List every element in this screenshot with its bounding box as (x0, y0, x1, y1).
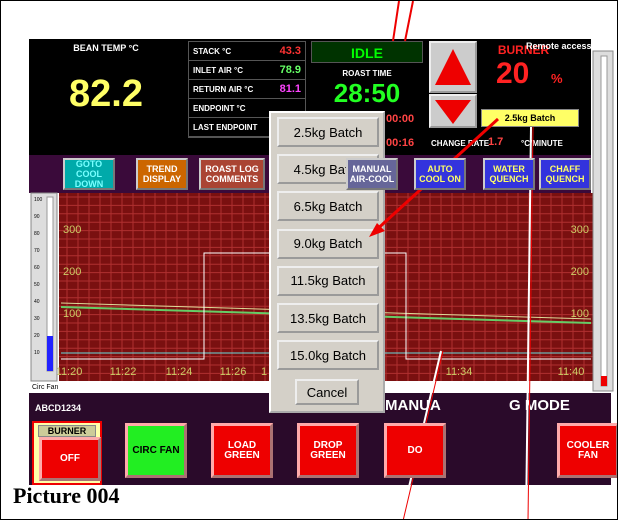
roast-time-label: ROAST TIME (342, 69, 392, 78)
down-arrow (435, 100, 471, 124)
bean-label: BEAN TEMP °C (73, 43, 139, 53)
nav-button[interactable]: TREND DISPLAY (136, 158, 188, 190)
x-tick-label: 11:24 (166, 366, 193, 378)
batch-option[interactable]: 2.5kg Batch (277, 117, 379, 147)
burner-tag: BURNER (38, 425, 96, 437)
readout-value: 43.3 (279, 45, 301, 57)
remote-access: Remote access (526, 41, 592, 51)
batch-option[interactable]: 6.5kg Batch (277, 191, 379, 222)
x-tick-label: 11:20 (56, 366, 83, 378)
batch-option[interactable]: 13.5kg Batch (277, 303, 379, 333)
batch-option[interactable]: 11.5kg Batch (277, 265, 379, 296)
readout-row: LAST ENDPOINT (189, 118, 305, 137)
control-button[interactable]: DO (384, 423, 446, 478)
readout-label: ENDPOINT °C (193, 103, 246, 113)
control-button[interactable]: CIRC FAN (125, 423, 187, 478)
burner-label: BURNER (497, 43, 550, 57)
gauge-tick: 90 (34, 214, 40, 220)
x-tick-label: 11:40 (558, 366, 585, 378)
readout-row: ENDPOINT °C (189, 99, 305, 118)
readout-row: RETURN AIR °C 81.1 (189, 80, 305, 99)
gauge-fill (601, 376, 607, 386)
gauge-tick: 100 (34, 197, 43, 203)
up-button[interactable] (429, 41, 477, 93)
batch-option[interactable]: 15.0kg Batch (277, 340, 379, 371)
control-button[interactable]: DROP GREEN (297, 423, 359, 478)
gauge-fill (47, 336, 53, 371)
readout-row: STACK °C 43.3 (189, 42, 305, 61)
x-tick-label: 11:34 (446, 366, 473, 378)
nav-button[interactable]: WATER QUENCH (483, 158, 535, 190)
readout-table: STACK °C 43.3 INLET AIR °C 78.9 RETURN AIR °… (188, 41, 306, 138)
readout-value: 81.1 (279, 83, 301, 95)
nav-button[interactable]: GOTO COOL DOWN (63, 158, 115, 190)
gauge-tick: 70 (34, 248, 40, 254)
nav-button[interactable]: MANUAL AIR-COOL (346, 158, 398, 190)
readout-label: RETURN AIR °C (193, 84, 254, 94)
mode-text: G MODE (509, 397, 570, 414)
gauge-tick: 50 (34, 282, 40, 288)
batch-label[interactable]: 2.5kg Batch (481, 109, 579, 127)
y-tick-label: 200 (63, 266, 81, 278)
burner-unit: % (551, 71, 563, 86)
y-tick-label: 300 (571, 224, 589, 236)
burner-value: 20 (496, 57, 530, 90)
gauge-tick: 40 (34, 299, 40, 305)
gauge-tick: 60 (34, 265, 40, 271)
batch-popup: 2.5kg Batch 4.5kg Batch 6.5kg Batch 9.0kg B… (269, 111, 385, 413)
gauge-tick: 10 (34, 350, 40, 356)
gauge-track (600, 55, 608, 387)
readout-label: LAST ENDPOINT (193, 122, 258, 132)
change-rate-unit: °C/MINUTE (521, 139, 563, 148)
x-tick-label: 11:22 (110, 366, 137, 378)
readout-row: INLET AIR °C 78.9 (189, 61, 305, 80)
nav-button[interactable]: CHAFF QUENCH (539, 158, 591, 190)
control-button[interactable]: LOAD GREEN (211, 423, 273, 478)
x-tick-label: 1 (261, 366, 267, 378)
y-tick-label: 200 (571, 266, 589, 278)
control-button[interactable]: OFF (39, 437, 101, 481)
up-arrow (435, 49, 471, 85)
caption: Picture 004 (13, 483, 120, 508)
batch-option[interactable]: 9.0kg Batch (277, 228, 379, 259)
y-tick-label: 300 (63, 224, 81, 236)
readout-label: STACK °C (193, 46, 232, 56)
unit-id: ABCD1234 (35, 403, 82, 413)
x-tick-label: 11:26 (220, 366, 247, 378)
y-tick-label: 100 (571, 308, 589, 320)
readout-label: INLET AIR °C (193, 65, 244, 75)
cancel-button[interactable]: Cancel (295, 379, 359, 405)
y-tick-label: 100 (63, 308, 81, 320)
mode-text: MANUA (385, 397, 441, 414)
gauge-label: Circ Fan (32, 384, 59, 391)
readout-value: 78.9 (279, 64, 301, 76)
nav-button[interactable]: ROAST LOG COMMENTS (199, 158, 265, 190)
gauge-tick: 20 (34, 333, 40, 339)
status: IDLE (311, 41, 423, 63)
roast-time: 28:50 (333, 78, 401, 108)
control-button[interactable]: COOLER FAN (557, 423, 617, 478)
bean-value: 82.2 (69, 73, 143, 115)
gauge-tick: 80 (34, 231, 40, 237)
nav-button[interactable]: AUTO COOL ON (414, 158, 466, 190)
gauge-tick: 30 (34, 316, 40, 322)
